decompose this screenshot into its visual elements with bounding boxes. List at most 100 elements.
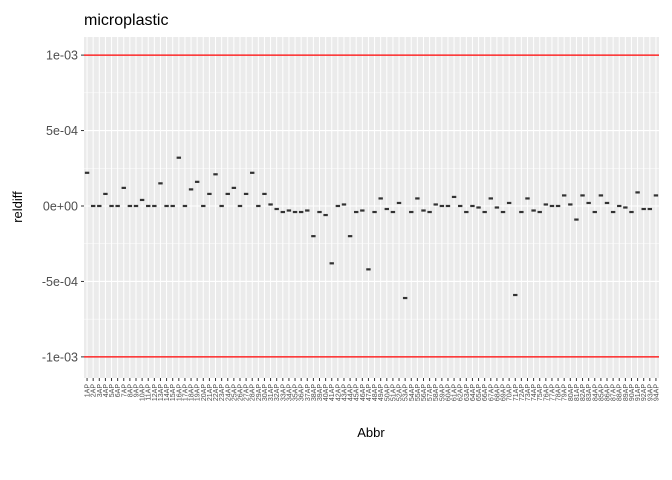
x-tick-label: 32AP <box>274 384 281 401</box>
data-point <box>121 186 126 189</box>
data-point <box>207 192 212 196</box>
data-point <box>555 204 561 208</box>
data-point <box>305 209 310 212</box>
x-axis-title: Abbr <box>357 425 385 440</box>
x-tick-label: 82AP <box>580 384 587 401</box>
x-tick-label: 56AP <box>421 384 428 401</box>
data-point <box>598 194 604 197</box>
data-point <box>568 203 573 206</box>
data-point <box>341 203 347 206</box>
data-point <box>513 293 518 297</box>
y-tick-label: -5e-04 <box>42 275 78 289</box>
x-tick-label: 35AP <box>293 384 300 401</box>
x-tick-label: 74AP <box>531 384 538 401</box>
data-point <box>586 201 591 205</box>
data-point <box>476 206 481 209</box>
data-point <box>427 210 432 214</box>
x-tick-label: 1AP <box>85 384 92 398</box>
data-point <box>250 171 255 174</box>
data-point <box>90 204 96 208</box>
x-tick-label: 63AP <box>464 384 471 401</box>
data-point <box>445 204 451 208</box>
plot-panel <box>84 37 659 378</box>
data-point <box>152 204 157 208</box>
data-point <box>213 173 218 176</box>
data-point <box>256 204 261 208</box>
x-tick-label: 28AP <box>250 384 257 401</box>
x-tick-label: 50AP <box>384 384 391 401</box>
data-point <box>317 210 322 214</box>
x-tick-label: 31AP <box>268 384 275 401</box>
x-tick-label: 46AP <box>360 384 367 401</box>
data-point <box>549 204 555 208</box>
reference-lines <box>84 54 659 358</box>
data-point <box>384 207 389 211</box>
data-point <box>243 192 249 196</box>
x-tick-label: 54AP <box>409 384 416 401</box>
y-axis-title: reldiff <box>10 191 25 223</box>
x-tick-label: 83AP <box>586 384 593 401</box>
x-tick-label: 79AP <box>562 384 569 401</box>
data-point <box>298 210 304 214</box>
x-tick-label: 72AP <box>519 384 526 401</box>
data-point <box>635 191 640 194</box>
x-tick-label: 21AP <box>207 384 214 401</box>
x-tick-label: 85AP <box>598 384 605 401</box>
x-tick-label: 9AP <box>133 384 140 398</box>
data-point <box>268 203 273 206</box>
x-tick-label: 11AP <box>146 384 153 401</box>
x-tick-label: 53AP <box>403 384 410 401</box>
data-point <box>139 198 145 202</box>
data-point <box>629 210 634 214</box>
data-point <box>164 204 169 208</box>
x-tick-label: 10AP <box>140 384 147 401</box>
data-point <box>537 210 542 214</box>
x-tick-label: 30AP <box>262 384 269 401</box>
x-tick-label: 87AP <box>611 384 618 401</box>
x-tick-label: 41AP <box>329 384 336 401</box>
x-tick-label: 17AP <box>182 384 189 401</box>
x-tick-label: 59AP <box>439 384 446 401</box>
x-tick-label: 12AP <box>152 384 159 401</box>
x-tick-label: 48AP <box>372 384 379 401</box>
data-point <box>323 213 328 217</box>
x-tick-label: 36AP <box>299 384 306 401</box>
data-point <box>219 204 224 208</box>
data-point <box>366 268 371 271</box>
data-point <box>262 192 267 196</box>
data-point <box>506 201 512 205</box>
x-tick-label: 65AP <box>476 384 483 401</box>
x-tick-label: 70AP <box>507 384 514 401</box>
data-point <box>488 197 493 200</box>
data-point <box>280 210 286 214</box>
x-tick-label: 49AP <box>378 384 385 401</box>
data-point <box>531 209 536 212</box>
x-tick-label: 29AP <box>256 384 263 401</box>
grid-lines <box>84 37 659 378</box>
x-tick-label: 39AP <box>317 384 324 401</box>
data-point <box>482 210 487 214</box>
x-tick-label: 76AP <box>543 384 550 401</box>
x-tick-label: 80AP <box>568 384 575 401</box>
data-point <box>103 192 108 196</box>
data-point <box>647 207 653 211</box>
data-point <box>464 210 469 214</box>
x-tick-label: 58AP <box>433 384 440 401</box>
data-point <box>580 194 585 197</box>
x-tick-label: 77AP <box>549 384 556 401</box>
x-tick-label: 3AP <box>97 384 104 398</box>
x-tick-label: 15AP <box>170 384 177 401</box>
data-point <box>610 210 616 214</box>
x-tick-label: 16AP <box>176 384 183 401</box>
data-point <box>237 204 243 208</box>
data-point <box>133 204 139 208</box>
data-point <box>396 201 402 205</box>
x-tick-label: 60AP <box>445 384 452 401</box>
data-point <box>109 204 114 208</box>
data-point <box>372 210 377 214</box>
data-point <box>231 186 237 189</box>
x-tick-label: 75AP <box>537 384 544 401</box>
y-tick-label: -1e-03 <box>42 350 78 364</box>
x-tick-label: 73AP <box>525 384 532 401</box>
